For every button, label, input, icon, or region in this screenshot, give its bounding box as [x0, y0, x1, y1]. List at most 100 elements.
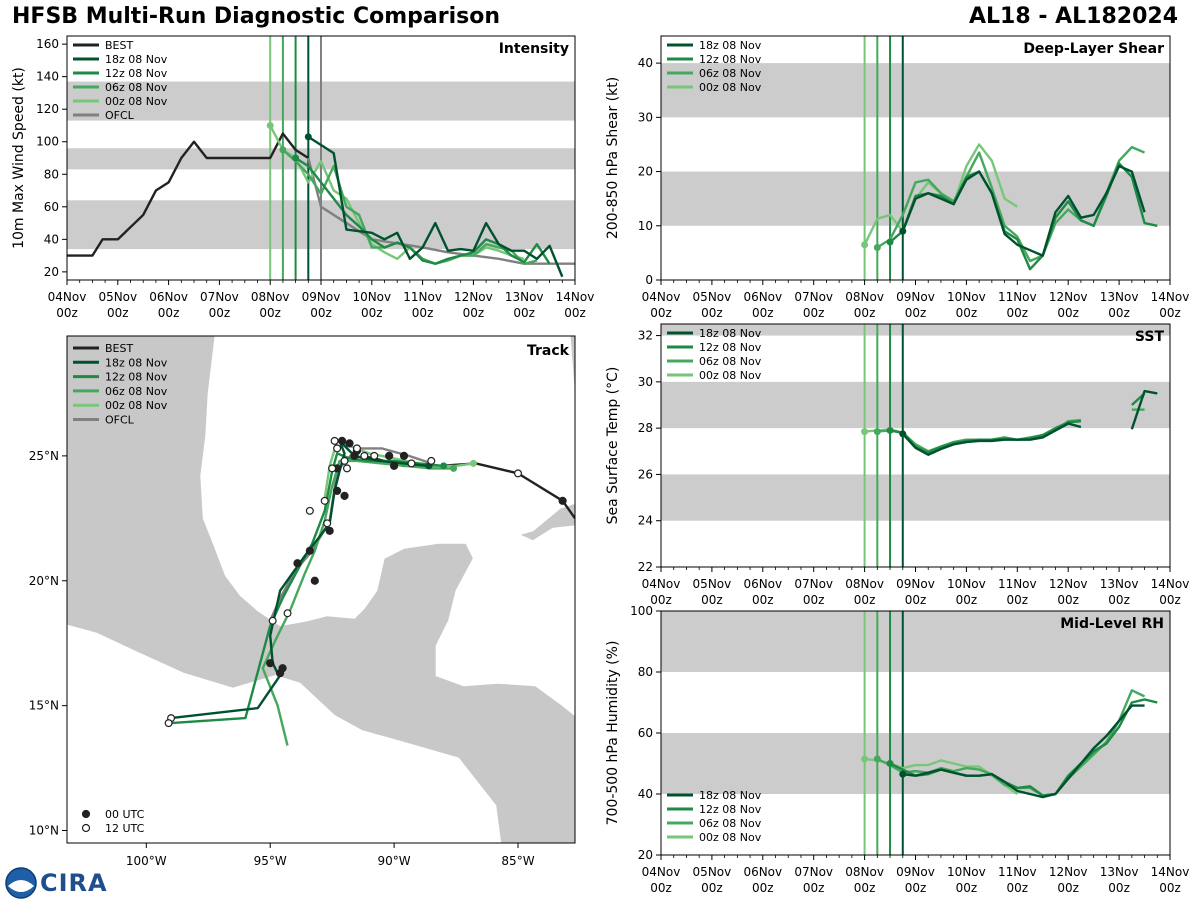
panel-rh: 20 40 60 80 100 04Nov 00z 05Nov 00z 06Nov 00z 07Nov… [605, 604, 1189, 895]
track-start-marker [450, 464, 458, 472]
threshold-band [661, 63, 1170, 118]
x-tick-label: 14Nov [1151, 290, 1190, 304]
x-tick-hour-label: 00z [1057, 306, 1079, 320]
x-tick-label: 08Nov [845, 865, 884, 879]
x-tick-label: 09Nov [896, 577, 935, 591]
y-tick-label: 140 [36, 70, 59, 84]
x-tick-label: 10Nov [947, 865, 986, 879]
x-tick-label: 04Nov [48, 290, 87, 304]
x-tick-hour-label: 00z [209, 306, 231, 320]
marker-00utc [333, 486, 342, 495]
panel-intensity: 20 40 60 80 100 120 140 160 04Nov 00z 05Nov 00z 06No… [11, 35, 595, 320]
x-tick-label: 10Nov [947, 290, 986, 304]
y-axis-label: 700-500 hPa Humidity (%) [605, 641, 621, 826]
series-line-best [67, 132, 309, 257]
x-tick-hour-label: 00z [803, 881, 825, 895]
x-tick-label: 07Nov [794, 865, 833, 879]
marker-00utc-swatch [81, 809, 91, 819]
y-tick-label: 20 [44, 265, 59, 279]
legend-label: 12z 08 Nov [699, 803, 762, 816]
lat-tick-label: 20°N [29, 574, 59, 588]
x-tick-label: 13Nov [1100, 577, 1139, 591]
y-tick-label: 60 [44, 200, 59, 214]
x-tick-label: 10Nov [352, 290, 391, 304]
x-tick-label: 12Nov [1049, 290, 1088, 304]
series-start-marker [873, 755, 881, 763]
y-tick-label: 100 [36, 135, 59, 149]
x-tick-hour-label: 00z [463, 306, 485, 320]
legend-label: 12z 08 Nov [699, 341, 762, 354]
marker-legend-label: 00 UTC [105, 808, 145, 821]
marker-legend-label: 12 UTC [105, 822, 145, 835]
lon-tick-label: 100°W [126, 854, 167, 868]
y-tick-label: 60 [638, 726, 653, 740]
lon-tick-label: 85°W [501, 854, 534, 868]
threshold-band [661, 324, 1170, 336]
figure-title: HFSB Multi-Run Diagnostic Comparison [12, 4, 500, 29]
x-tick-label: 11Nov [403, 290, 442, 304]
series-start-marker [304, 133, 312, 141]
marker-12utc [333, 444, 342, 453]
panel-track: 100°W 95°W 90°W 85°W 10°N 15°N 20°N 25°N Track BE… [29, 335, 576, 868]
panel-title: SST [1135, 329, 1165, 345]
y-tick-label: 80 [44, 167, 59, 181]
x-tick-label: 07Nov [794, 290, 833, 304]
x-tick-label: 12Nov [454, 290, 493, 304]
y-tick-label: 24 [638, 514, 653, 528]
marker-12utc [370, 451, 379, 460]
x-tick-hour-label: 00z [107, 306, 129, 320]
x-tick-hour-label: 00z [650, 306, 672, 320]
y-tick-label: 30 [638, 110, 653, 124]
marker-00utc [340, 491, 349, 500]
x-tick-hour-label: 00z [956, 881, 978, 895]
x-tick-hour-label: 00z [1007, 881, 1029, 895]
threshold-band [661, 733, 1170, 794]
marker-12utc [514, 469, 523, 478]
panel-shear: 0 10 20 30 40 04Nov 00z 05Nov 00z 06Nov 00z 07Nov 00… [605, 35, 1190, 320]
plot-area-sst [661, 324, 1170, 567]
marker-12utc [323, 519, 332, 528]
legend-label: 12z 08 Nov [105, 67, 168, 80]
x-tick-label: 12Nov [1049, 865, 1088, 879]
marker-12utc [268, 616, 277, 625]
series-start-marker [873, 428, 881, 436]
x-tick-hour-label: 00z [701, 881, 723, 895]
marker-12utc [343, 464, 352, 473]
series-line-00z-08-nov [269, 124, 525, 265]
x-tick-label: 14Nov [556, 290, 595, 304]
threshold-band [661, 474, 1170, 521]
x-tick-label: 11Nov [998, 577, 1037, 591]
legend-label: 06z 08 Nov [699, 355, 762, 368]
x-tick-hour-label: 00z [905, 593, 927, 607]
y-tick-label: 10 [638, 219, 653, 233]
y-axis-label: Sea Surface Temp (°C) [605, 367, 621, 525]
legend-label: 18z 08 Nov [699, 39, 762, 52]
series-line-18z-08-nov [901, 164, 1146, 257]
marker-12utc [330, 436, 339, 445]
series-start-marker [886, 760, 894, 767]
x-tick-label: 06Nov [149, 290, 188, 304]
lat-tick-label: 10°N [29, 824, 59, 838]
x-tick-label: 13Nov [1100, 290, 1139, 304]
x-tick-label: 07Nov [794, 577, 833, 591]
x-tick-hour-label: 00z [310, 306, 332, 320]
lon-tick-label: 90°W [378, 854, 411, 868]
x-tick-label: 10Nov [947, 577, 986, 591]
x-tick-hour-label: 00z [752, 306, 774, 320]
y-axis-label: 200-850 hPa Shear (kt) [605, 77, 621, 239]
legend-label: 00z 08 Nov [105, 95, 168, 108]
lon-tick-label: 95°W [254, 854, 287, 868]
x-tick-label: 14Nov [1151, 577, 1190, 591]
series-start-marker [266, 121, 274, 129]
land-florida [569, 336, 575, 399]
y-tick-label: 40 [638, 56, 653, 70]
marker-00utc [310, 576, 319, 585]
marker-12utc [352, 444, 361, 453]
panel-title: Deep-Layer Shear [1023, 41, 1164, 57]
marker-12utc [340, 456, 349, 465]
track-start-marker [440, 462, 448, 470]
x-tick-hour-label: 00z [752, 881, 774, 895]
marker-00utc [399, 451, 409, 460]
